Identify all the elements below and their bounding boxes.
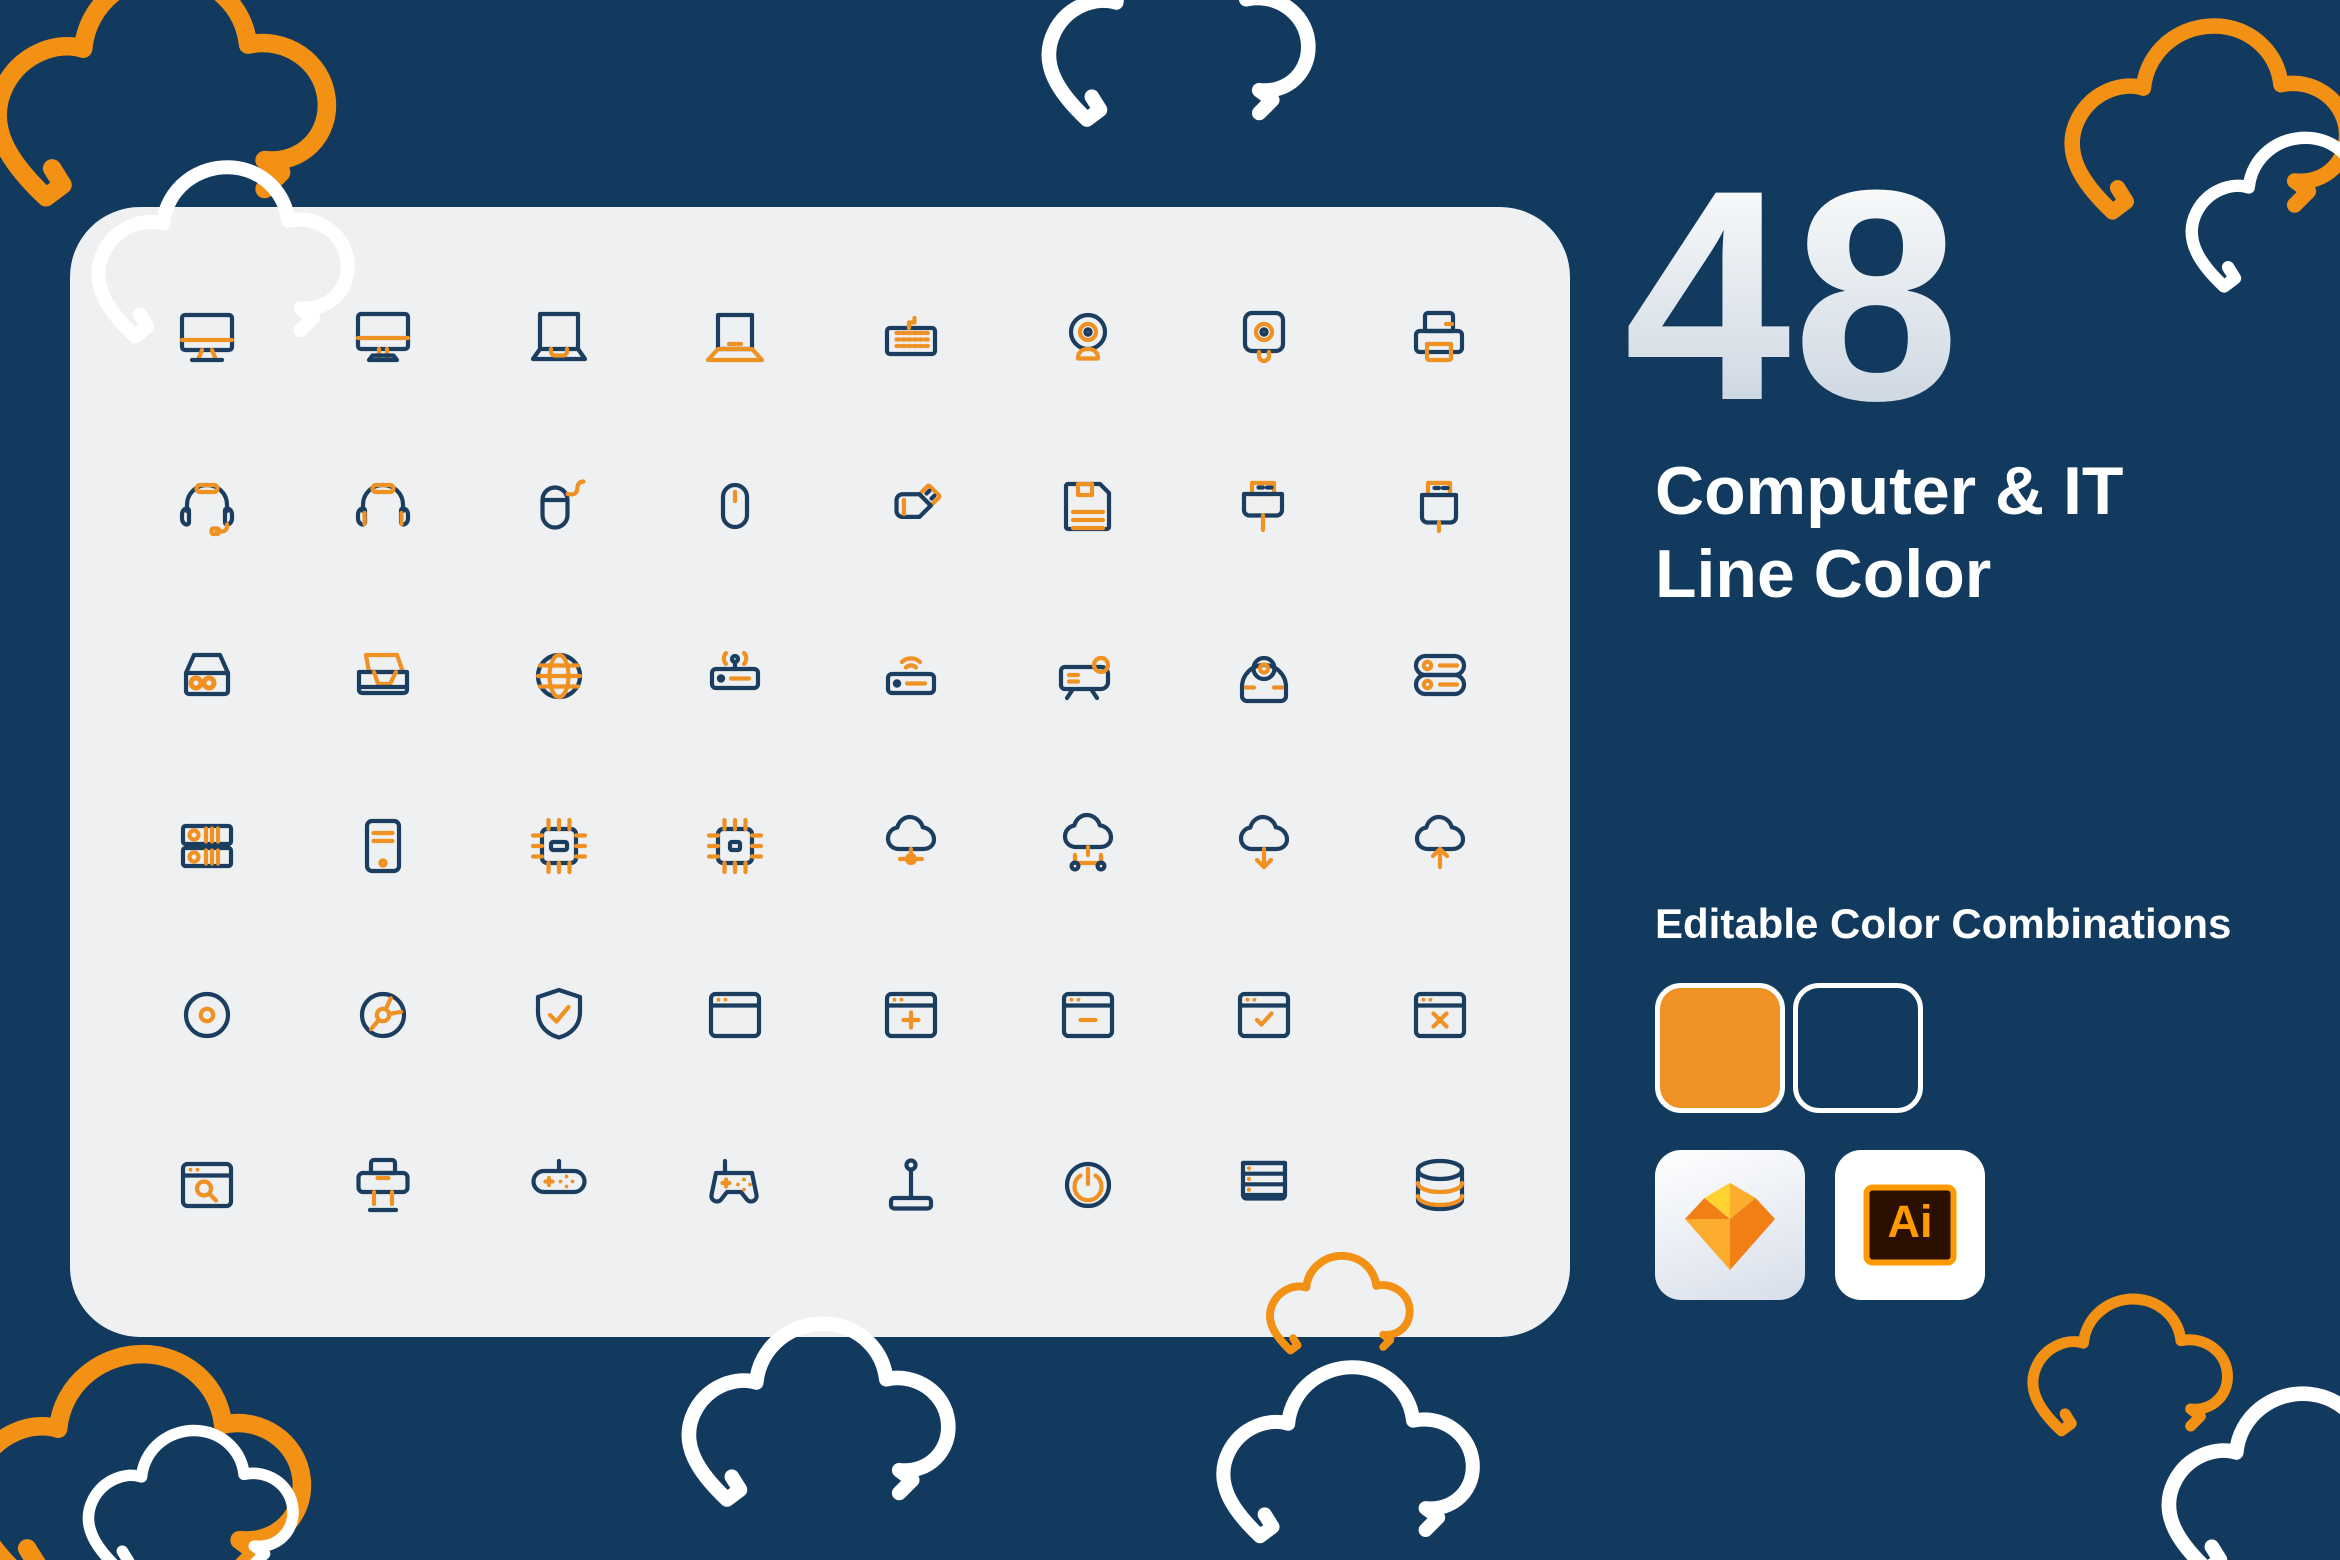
svg-text:Ai: Ai — [1888, 1196, 1933, 1247]
